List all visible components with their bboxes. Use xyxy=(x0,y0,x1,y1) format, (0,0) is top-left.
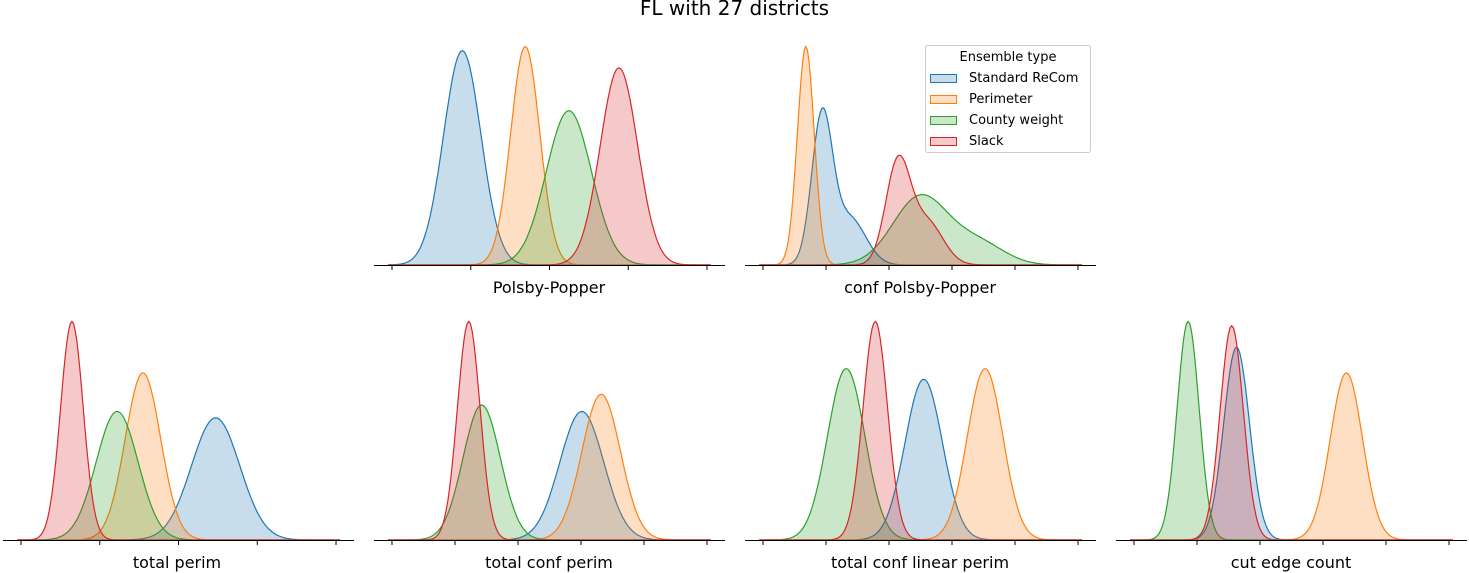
density-fill-standard-recom xyxy=(388,411,711,540)
density-fill-standard-recom xyxy=(17,417,340,540)
density-fill-standard-recom xyxy=(759,107,1082,266)
density-fill-county-weight xyxy=(1130,321,1453,540)
density-fill-county-weight xyxy=(759,368,1082,540)
density-fill-standard-recom xyxy=(388,50,711,266)
legend-swatch-perimeter xyxy=(930,94,957,104)
density-fill-slack xyxy=(388,67,711,266)
figure-title: FL with 27 districts xyxy=(639,0,830,20)
density-fill-perimeter xyxy=(759,46,1082,266)
xlabel-total-conf-linear-perim: total conf linear perim xyxy=(830,553,1010,572)
xlabel-total-perim: total perim xyxy=(132,553,222,572)
subplot-total-conf-perim xyxy=(374,320,725,545)
subplot-conf-polsby-popper xyxy=(745,44,1096,270)
legend-title: Ensemble type xyxy=(959,50,1057,65)
xlabel-conf-polsby-popper: conf Polsby-Popper xyxy=(844,278,996,297)
density-fill-perimeter xyxy=(759,368,1082,540)
density-fill-county-weight xyxy=(388,110,711,265)
legend-item-standard-recom: Standard ReCom xyxy=(930,69,1078,87)
density-fill-county-weight xyxy=(17,411,340,540)
density-fill-slack xyxy=(17,321,340,540)
legend: Ensemble type Standard ReCom Perimeter C… xyxy=(925,45,1091,153)
xlabel-polsby-popper: Polsby-Popper xyxy=(492,278,606,297)
legend-item-county-weight: County weight xyxy=(930,111,1063,129)
subplot-polsby-popper xyxy=(374,45,725,270)
density-fill-slack xyxy=(759,155,1082,265)
legend-swatch-slack xyxy=(930,136,957,146)
density-fill-county-weight xyxy=(759,194,1082,265)
density-fill-slack xyxy=(388,321,711,540)
density-fill-perimeter xyxy=(388,394,711,540)
density-fill-standard-recom xyxy=(759,379,1082,540)
legend-swatch-standard-recom xyxy=(930,73,957,83)
legend-item-perimeter: Perimeter xyxy=(930,90,1032,108)
legend-label: Perimeter xyxy=(969,91,1033,107)
legend-label: Slack xyxy=(969,133,1004,149)
legend-item-slack: Slack xyxy=(930,132,1004,150)
subplot-total-perim xyxy=(3,320,354,545)
density-fill-perimeter xyxy=(388,46,711,266)
density-fill-perimeter xyxy=(1130,372,1453,540)
xlabel-cut-edge-count: cut edge count xyxy=(1230,553,1352,572)
subplot-total-conf-linear-perim xyxy=(745,320,1096,545)
xlabel-total-conf-perim: total conf perim xyxy=(485,553,613,572)
legend-label: County weight xyxy=(969,112,1064,128)
legend-label: Standard ReCom xyxy=(969,70,1079,86)
subplot-cut-edge-count xyxy=(1116,320,1467,545)
legend-swatch-county-weight xyxy=(930,115,957,125)
density-fill-county-weight xyxy=(388,405,711,540)
